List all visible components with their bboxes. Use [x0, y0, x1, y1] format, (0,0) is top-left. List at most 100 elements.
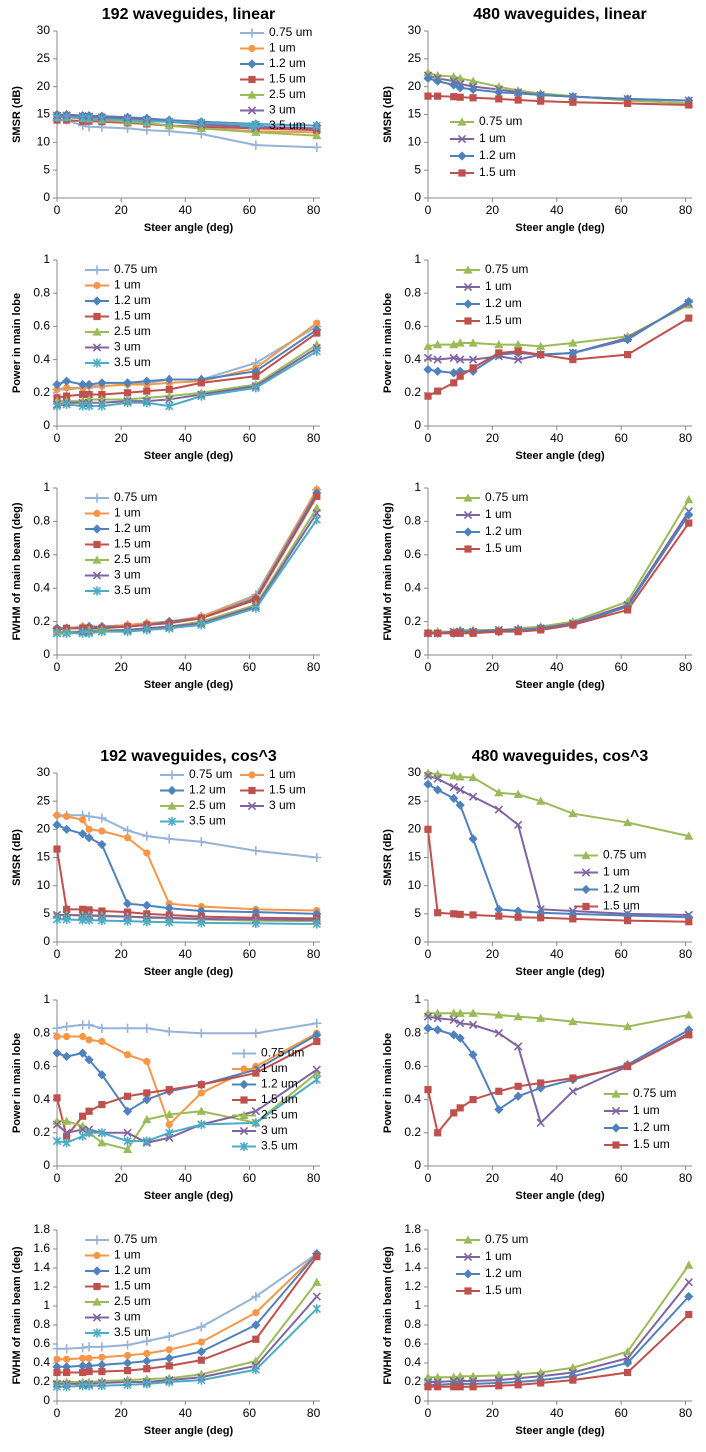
- marker: [449, 80, 459, 90]
- legend-label: 1.2 um: [485, 524, 522, 538]
- marker: [536, 90, 546, 100]
- marker: [97, 1381, 107, 1391]
- marker: [165, 917, 174, 927]
- series-line: [56, 332, 318, 399]
- marker: [569, 1376, 577, 1384]
- marker: [93, 1251, 101, 1260]
- marker: [450, 1383, 458, 1391]
- y-tick-label: 10: [408, 135, 422, 149]
- legend-label: 1 um: [485, 507, 512, 521]
- marker: [142, 831, 152, 841]
- legend-label: 1 um: [114, 506, 141, 520]
- marker: [433, 1014, 442, 1023]
- series-line: [428, 522, 690, 635]
- marker: [312, 346, 321, 356]
- marker: [123, 398, 132, 408]
- x-tick-label: 40: [179, 203, 193, 217]
- marker: [495, 628, 503, 636]
- marker: [197, 379, 205, 387]
- y-tick-label: 10: [37, 878, 51, 892]
- marker: [495, 349, 503, 357]
- marker: [312, 852, 322, 863]
- marker: [495, 95, 503, 103]
- marker: [468, 1020, 478, 1030]
- marker: [143, 1089, 151, 1097]
- legend-label: 1.2 um: [485, 1266, 522, 1280]
- marker: [458, 169, 466, 177]
- marker: [92, 571, 102, 580]
- marker: [450, 1109, 458, 1117]
- marker: [53, 1094, 61, 1102]
- marker: [433, 366, 443, 376]
- x-tick-label: 60: [243, 947, 257, 961]
- marker: [79, 905, 87, 913]
- marker: [92, 1235, 102, 1245]
- y-tick-label: 0.4: [404, 1092, 421, 1106]
- marker: [123, 1136, 132, 1146]
- marker: [92, 327, 102, 336]
- marker: [450, 910, 458, 918]
- marker: [450, 629, 458, 637]
- marker: [92, 265, 102, 275]
- marker: [98, 1353, 106, 1361]
- x-tick-label: 0: [54, 947, 61, 961]
- series-line: [428, 95, 689, 107]
- x-tick-label: 40: [179, 431, 193, 445]
- marker: [97, 1138, 107, 1147]
- marker: [239, 1048, 249, 1059]
- marker: [312, 1304, 321, 1314]
- marker: [537, 97, 545, 105]
- marker: [455, 800, 465, 810]
- marker: [684, 1010, 694, 1019]
- marker: [165, 117, 174, 127]
- x-axis-label: Steer angle (deg): [144, 222, 234, 234]
- marker: [468, 772, 478, 782]
- legend-label: 1 um: [633, 1103, 660, 1117]
- marker: [122, 1144, 133, 1153]
- marker: [611, 1123, 621, 1133]
- legend-label: 1.5 um: [603, 899, 640, 913]
- marker: [494, 788, 504, 797]
- series-line: [57, 814, 317, 859]
- marker: [685, 1031, 693, 1039]
- marker: [78, 1381, 87, 1391]
- marker: [123, 916, 132, 926]
- legend-label: 3 um: [269, 103, 296, 117]
- marker: [684, 510, 694, 520]
- y-tick-label: 0.6: [404, 1336, 421, 1350]
- x-tick-label: 0: [54, 203, 61, 217]
- marker: [97, 813, 107, 823]
- y-tick-label: 0.6: [404, 319, 421, 333]
- marker: [123, 627, 132, 637]
- marker: [251, 1291, 261, 1302]
- y-tick-label: 0.4: [404, 1355, 421, 1369]
- series-line: [56, 848, 317, 920]
- x-tick-label: 40: [550, 1406, 564, 1420]
- marker: [469, 911, 477, 919]
- legend: 0.75 um 1 um1.2 um 1.5 um2.5 um 3 um3.5 um: [240, 25, 312, 132]
- marker: [494, 1104, 504, 1115]
- marker: [684, 495, 694, 504]
- marker: [251, 140, 261, 150]
- y-tick-label: 0.6: [33, 1059, 50, 1073]
- marker: [123, 389, 132, 397]
- marker: [78, 915, 87, 925]
- marker: [142, 116, 151, 126]
- legend-label: 3.5 um: [189, 814, 226, 828]
- marker: [684, 912, 694, 922]
- marker: [312, 508, 321, 518]
- marker: [142, 625, 151, 635]
- chart-title: 192 waveguides, cos^3: [100, 748, 277, 765]
- x-tick-label: 0: [425, 203, 432, 217]
- y-tick-label: 20: [37, 822, 51, 836]
- y-tick-label: 0.2: [33, 614, 50, 628]
- y-tick-label: 1.6: [404, 1241, 421, 1255]
- marker: [569, 98, 577, 106]
- y-tick-label: 20: [408, 822, 422, 836]
- marker: [611, 1106, 621, 1116]
- marker: [312, 1018, 322, 1028]
- marker: [468, 338, 478, 347]
- legend-label: 1.5 um: [114, 537, 151, 551]
- series-line: [427, 302, 690, 361]
- x-tick-label: 60: [614, 947, 628, 961]
